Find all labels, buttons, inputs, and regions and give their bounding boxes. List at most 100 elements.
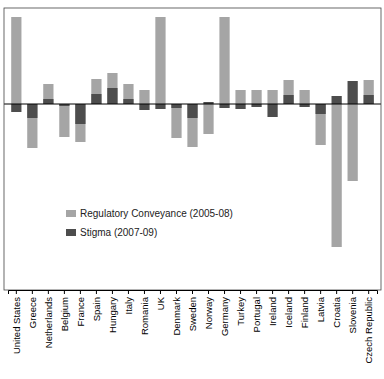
x-tick: Czech Republic <box>363 290 374 364</box>
x-tick-label: Ireland <box>267 297 278 326</box>
x-tick-mark <box>96 290 97 294</box>
legend-swatch <box>66 229 76 236</box>
x-tick-label: Finland <box>299 297 310 328</box>
plot-frame <box>4 8 381 290</box>
bar <box>316 104 326 114</box>
x-tick-label: Romania <box>139 296 150 335</box>
x-tick-label: Sweden <box>187 297 198 331</box>
x-tick-mark <box>240 290 241 294</box>
legend-label: Regulatory Conveyance (2005-08) <box>80 208 233 219</box>
bar <box>91 79 101 104</box>
x-tick-mark <box>144 290 145 294</box>
x-tick: Turkey <box>235 290 246 326</box>
x-tick-label: Italy <box>123 297 134 315</box>
x-tick-mark <box>160 290 161 294</box>
x-tick-label: France <box>75 297 86 327</box>
bars <box>11 17 374 247</box>
x-tick: UK <box>155 290 166 310</box>
x-tick-mark <box>208 290 209 294</box>
x-tick-label: Spain <box>91 297 102 321</box>
bar <box>283 80 293 104</box>
bar <box>43 99 53 104</box>
x-tick-label: Germany <box>219 297 230 336</box>
bar <box>267 104 277 117</box>
bar <box>107 73 117 104</box>
legend: Regulatory Conveyance (2005-08) Stigma (2… <box>66 208 233 238</box>
x-tick: Iceland <box>283 290 294 328</box>
bar <box>364 95 374 104</box>
x-tick: Romania <box>139 290 150 335</box>
x-tick: Croatia <box>331 290 342 328</box>
x-tick-label: Portugal <box>251 297 262 332</box>
x-tick: Netherlands <box>43 290 54 348</box>
legend-label: Stigma (2007-09) <box>80 227 157 238</box>
x-tick-mark <box>320 290 321 294</box>
bar <box>348 81 358 104</box>
x-tick-mark <box>336 290 337 294</box>
bar <box>11 104 21 112</box>
bar <box>316 104 326 145</box>
bar <box>91 94 101 104</box>
bar <box>11 17 21 104</box>
x-tick: France <box>75 290 86 327</box>
x-tick-mark <box>64 290 65 294</box>
legend-swatch <box>66 210 76 217</box>
bar <box>75 104 85 142</box>
bar <box>187 104 197 147</box>
x-tick-label: Belgium <box>59 297 70 331</box>
bar <box>219 17 229 104</box>
x-tick-label: Greece <box>27 297 38 328</box>
x-tick-mark <box>16 290 17 294</box>
x-tick-mark <box>352 290 353 294</box>
bar <box>155 17 165 104</box>
x-tick-label: Croatia <box>331 296 342 327</box>
x-tick-mark <box>304 290 305 294</box>
bar <box>267 90 277 104</box>
bar <box>27 104 37 118</box>
bar <box>75 104 85 124</box>
x-tick: Ireland <box>267 290 278 326</box>
x-axis-line <box>9 291 378 295</box>
chart: United States Greece Netherlands Belgium Fra… <box>0 0 384 379</box>
bar <box>139 90 149 104</box>
bar <box>59 104 69 137</box>
x-tick-mark <box>272 290 273 294</box>
bar <box>43 84 53 104</box>
x-tick: Norway <box>203 290 214 329</box>
x-tick-mark <box>288 290 289 294</box>
x-tick: Belgium <box>59 290 70 331</box>
bar <box>299 90 309 104</box>
bar <box>187 104 197 118</box>
x-tick: Italy <box>123 290 134 314</box>
x-tick-label: UK <box>155 296 166 310</box>
bar <box>364 80 374 104</box>
x-tick: Greece <box>27 290 38 328</box>
x-tick-label: Norway <box>203 297 214 329</box>
x-tick: Denmark <box>171 290 182 336</box>
bar <box>219 104 229 108</box>
bar <box>332 96 342 104</box>
x-tick: Sweden <box>187 290 198 331</box>
x-tick-label: Netherlands <box>43 297 54 348</box>
bar <box>139 104 149 110</box>
x-tick-label: Iceland <box>283 297 294 328</box>
x-tick-label: Czech Republic <box>363 297 374 364</box>
x-tick-mark <box>112 290 113 294</box>
x-axis: United States Greece Netherlands Belgium Fra… <box>9 290 378 364</box>
bar <box>123 99 133 104</box>
bar <box>235 90 245 104</box>
x-tick-label: Turkey <box>235 297 246 326</box>
x-tick: Slovenia <box>347 290 358 333</box>
x-tick-label: United States <box>11 297 22 354</box>
bar <box>107 88 117 104</box>
zero-line <box>4 104 381 105</box>
x-tick-mark <box>128 290 129 294</box>
x-tick-mark <box>256 290 257 294</box>
x-tick-label: Slovenia <box>347 296 358 333</box>
bar <box>203 104 213 134</box>
x-tick-mark <box>368 290 369 294</box>
x-tick: Finland <box>299 290 310 328</box>
bar <box>348 104 358 181</box>
bar <box>27 104 37 148</box>
x-tick: Spain <box>91 290 102 321</box>
